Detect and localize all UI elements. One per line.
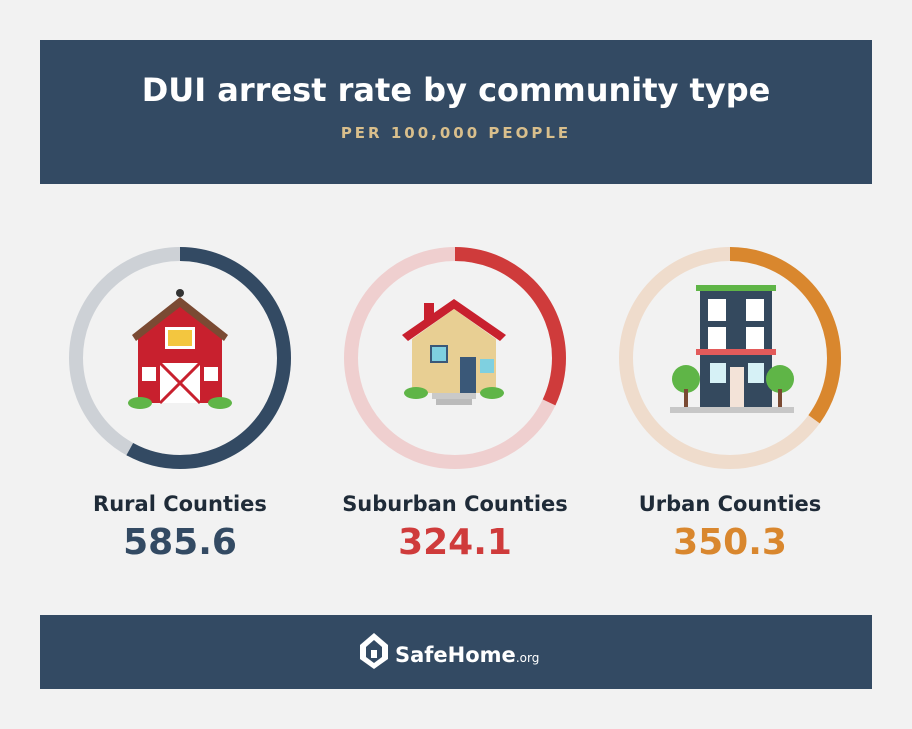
brand-name: SafeHome (395, 643, 516, 667)
safehome-logo[interactable]: SafeHome.org (358, 631, 539, 673)
header-banner: DUI arrest rate by community type PER 10… (40, 40, 872, 184)
brand-suffix: .org (515, 651, 540, 665)
house-shield-icon (360, 633, 388, 669)
donut-card-rural: Rural Counties 585.6 (50, 240, 310, 563)
data-label: 324.1 (398, 522, 512, 563)
donut-chart-rural (69, 247, 291, 469)
barn-icon (128, 289, 232, 409)
apartment-building-icon (670, 285, 794, 413)
donut-arc-urban (619, 247, 841, 469)
data-label: 350.3 (673, 522, 787, 563)
brand-text: SafeHome.org (395, 643, 539, 667)
category-label: Rural Counties (93, 492, 267, 516)
chart-title: DUI arrest rate by community type (141, 71, 771, 109)
donut-arc-suburban (344, 247, 566, 469)
donut-card-urban: Urban Counties 350.3 (600, 240, 860, 563)
donut-card-suburban: Suburban Counties 324.1 (325, 240, 585, 563)
category-label: Urban Counties (638, 492, 822, 516)
donut-chart-urban (619, 247, 841, 469)
chart-subtitle: PER 100,000 PEOPLE (340, 124, 572, 142)
donut-chart-suburban (344, 247, 566, 469)
donut-arc-rural (69, 247, 291, 469)
data-label: 585.6 (123, 522, 237, 563)
house-icon (402, 299, 506, 405)
footer-banner: SafeHome.org (40, 615, 872, 689)
category-label: Suburban Counties (342, 492, 568, 516)
